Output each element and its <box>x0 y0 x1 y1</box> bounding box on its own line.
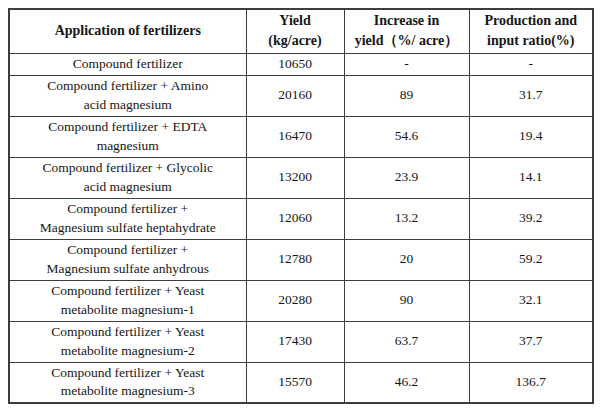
cell-application: Compound fertilizer + Amino acid magnesi… <box>9 75 246 116</box>
cell-increase: 54.6 <box>344 116 469 157</box>
cell-ratio: 32.1 <box>469 280 593 321</box>
cell-increase: - <box>344 53 469 75</box>
cell-application: Compound fertilizer + Yeast metabolite m… <box>9 321 246 362</box>
fertilizer-yield-table: Application of fertilizers Yield (kg/acr… <box>8 8 594 404</box>
cell-yield: 20280 <box>246 280 344 321</box>
table-row: Compound fertilizer 10650 - - <box>9 53 593 75</box>
header-ratio: Production and input ratio(%) <box>469 9 593 53</box>
table-row: Compound fertilizer + Yeast metabolite m… <box>9 280 593 321</box>
header-increase: Increase in yield（%/ acre） <box>344 9 469 53</box>
cell-application: Compound fertilizer + Yeast metabolite m… <box>9 362 246 403</box>
cell-application: Compound fertilizer <box>9 53 246 75</box>
cell-ratio: 19.4 <box>469 116 593 157</box>
cell-yield: 16470 <box>246 116 344 157</box>
cell-yield: 12780 <box>246 239 344 280</box>
cell-increase: 46.2 <box>344 362 469 403</box>
cell-ratio: 39.2 <box>469 198 593 239</box>
table-row: Compound fertilizer + Yeast metabolite m… <box>9 321 593 362</box>
cell-ratio: 37.7 <box>469 321 593 362</box>
cell-yield: 17430 <box>246 321 344 362</box>
table-row: Compound fertilizer + EDTA magnesium 164… <box>9 116 593 157</box>
header-application: Application of fertilizers <box>9 9 246 53</box>
cell-increase: 63.7 <box>344 321 469 362</box>
cell-application: Compound fertilizer + Glycolic acid magn… <box>9 157 246 198</box>
cell-yield: 20160 <box>246 75 344 116</box>
cell-increase: 13.2 <box>344 198 469 239</box>
table-header-row: Application of fertilizers Yield (kg/acr… <box>9 9 593 53</box>
cell-application: Compound fertilizer + EDTA magnesium <box>9 116 246 157</box>
cell-increase: 90 <box>344 280 469 321</box>
cell-ratio: 59.2 <box>469 239 593 280</box>
table-row: Compound fertilizer + Yeast metabolite m… <box>9 362 593 403</box>
document-page: Application of fertilizers Yield (kg/acr… <box>0 0 600 415</box>
cell-ratio: - <box>469 53 593 75</box>
cell-application: Compound fertilizer + Magnesium sulfate … <box>9 239 246 280</box>
table-row: Compound fertilizer + Magnesium sulfate … <box>9 239 593 280</box>
cell-application: Compound fertilizer + Magnesium sulfate … <box>9 198 246 239</box>
cell-yield: 13200 <box>246 157 344 198</box>
cell-yield: 12060 <box>246 198 344 239</box>
cell-increase: 23.9 <box>344 157 469 198</box>
cell-yield: 10650 <box>246 53 344 75</box>
cell-ratio: 31.7 <box>469 75 593 116</box>
cell-yield: 15570 <box>246 362 344 403</box>
cell-increase: 20 <box>344 239 469 280</box>
cell-ratio: 136.7 <box>469 362 593 403</box>
table-row: Compound fertilizer + Magnesium sulfate … <box>9 198 593 239</box>
cell-application: Compound fertilizer + Yeast metabolite m… <box>9 280 246 321</box>
header-yield: Yield (kg/acre) <box>246 9 344 53</box>
cell-increase: 89 <box>344 75 469 116</box>
table-row: Compound fertilizer + Glycolic acid magn… <box>9 157 593 198</box>
cell-ratio: 14.1 <box>469 157 593 198</box>
table-row: Compound fertilizer + Amino acid magnesi… <box>9 75 593 116</box>
